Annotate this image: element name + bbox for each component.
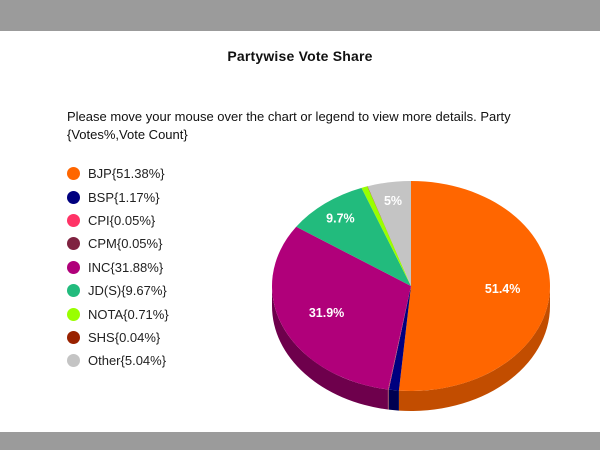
pie-side-bsp — [388, 389, 399, 411]
chart-legend: BJP{51.38%} BSP{1.17%} CPI{0.05%} CPM{0.… — [67, 162, 169, 373]
pie-slices — [271, 181, 551, 391]
pie-slice-shs[interactable] — [367, 186, 411, 286]
legend-label-cpm: CPM{0.05%} — [88, 236, 163, 252]
pie-slice-nota[interactable] — [361, 186, 411, 286]
pie-label-jds: 9.7% — [326, 211, 355, 225]
pie-side-inc — [272, 286, 388, 410]
legend-label-inc: INC{31.88%} — [88, 259, 164, 275]
legend-item-other[interactable]: Other{5.04%} — [67, 349, 169, 372]
legend-item-nota[interactable]: NOTA{0.71%} — [67, 302, 169, 325]
chart-title: Partywise Vote Share — [227, 48, 373, 64]
legend-item-bsp[interactable]: BSP{1.17%} — [67, 185, 169, 208]
legend-label-bjp: BJP{51.38%} — [88, 166, 165, 182]
legend-label-cpi: CPI{0.05%} — [88, 212, 156, 228]
legend-marker-cpm — [67, 237, 80, 251]
legend-item-shs[interactable]: SHS{0.04%} — [67, 326, 169, 349]
legend-label-other: Other{5.04%} — [88, 353, 167, 369]
legend-marker-nota — [67, 307, 80, 321]
legend-label-shs: SHS{0.04%} — [88, 329, 161, 345]
legend-label-jds: JD(S){9.67%} — [88, 283, 167, 299]
pie-labels: 51.4% 31.9% 9.7% 5% — [309, 194, 521, 320]
pie-slice-inc[interactable] — [271, 226, 411, 390]
legend-marker-other — [67, 354, 80, 368]
pie-slice-jds[interactable] — [296, 187, 411, 286]
legend-marker-bsp — [67, 190, 80, 204]
legend-marker-cpi — [67, 213, 80, 227]
pie-slice-bsp[interactable] — [388, 286, 411, 391]
chart-instructions: Please move your mouse over the chart or… — [67, 109, 511, 142]
pie-slice-cpi[interactable] — [388, 286, 411, 390]
legend-item-cpm[interactable]: CPM{0.05%} — [67, 232, 169, 255]
legend-item-jds[interactable]: JD(S){9.67%} — [67, 279, 169, 302]
legend-item-bjp[interactable]: BJP{51.38%} — [67, 162, 169, 185]
legend-label-nota: NOTA{0.71%} — [88, 306, 169, 322]
legend-item-cpi[interactable]: CPI{0.05%} — [67, 209, 169, 232]
legend-marker-jds — [67, 284, 80, 298]
legend-marker-bjp — [67, 167, 80, 181]
legend-marker-inc — [67, 260, 80, 274]
legend-item-inc[interactable]: INC{31.88%} — [67, 256, 169, 279]
pie-label-inc: 31.9% — [309, 306, 344, 320]
pie-label-bjp: 51.4% — [485, 282, 520, 296]
pie-side-bjp — [398, 286, 550, 411]
pie-slice-cpm[interactable] — [387, 286, 411, 390]
pie-label-other: 5% — [384, 194, 402, 208]
pie-slice-bjp[interactable] — [398, 181, 551, 391]
pie-sides — [272, 286, 550, 411]
legend-marker-shs — [67, 330, 80, 344]
pie-slice-other[interactable] — [367, 181, 411, 286]
legend-label-bsp: BSP{1.17%} — [88, 189, 160, 205]
